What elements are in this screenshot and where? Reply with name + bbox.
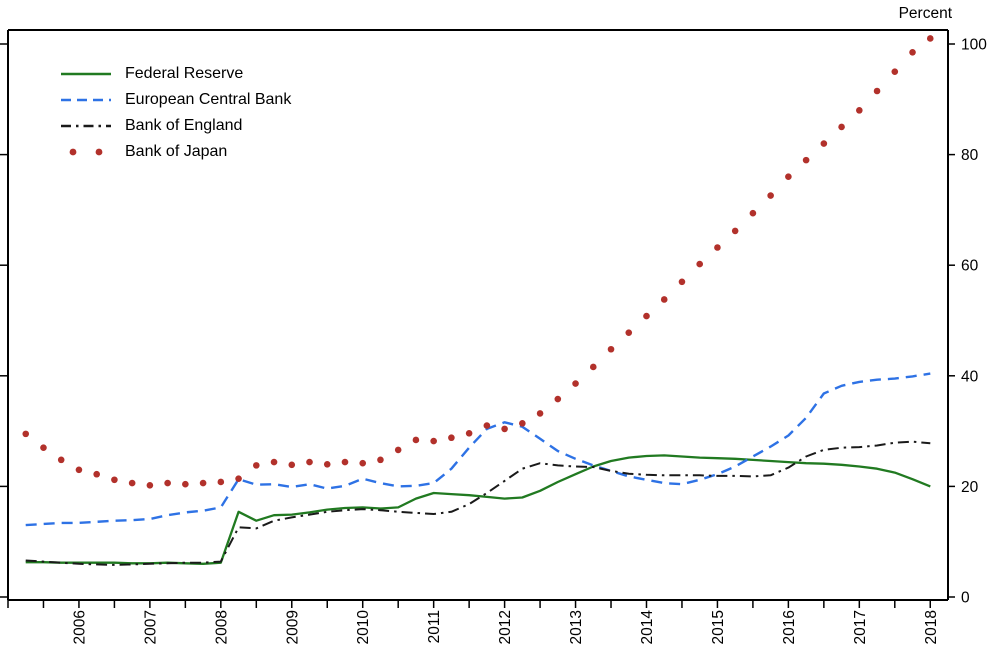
bank-of-japan-dots-icon bbox=[69, 148, 103, 156]
svg-text:20: 20 bbox=[961, 479, 979, 496]
european-central-bank-dashed-line-icon bbox=[61, 98, 111, 102]
svg-text:2016: 2016 bbox=[781, 610, 798, 644]
svg-text:2008: 2008 bbox=[213, 610, 230, 644]
svg-text:2013: 2013 bbox=[568, 610, 585, 644]
svg-text:2014: 2014 bbox=[639, 610, 656, 645]
svg-text:2006: 2006 bbox=[71, 610, 88, 644]
federal-reserve-solid-line-icon bbox=[61, 72, 111, 76]
bank-of-england-dashdot-line-icon bbox=[61, 124, 111, 128]
legend-item-bank-of-england: Bank of England bbox=[60, 118, 291, 134]
svg-text:80: 80 bbox=[961, 147, 979, 164]
svg-text:2009: 2009 bbox=[284, 610, 301, 644]
svg-text:2010: 2010 bbox=[355, 610, 372, 645]
svg-text:2017: 2017 bbox=[852, 610, 869, 644]
svg-text:2007: 2007 bbox=[142, 610, 159, 644]
svg-text:100: 100 bbox=[961, 37, 987, 54]
legend-item-bank-of-japan: Bank of Japan bbox=[60, 144, 291, 160]
svg-text:2011: 2011 bbox=[426, 610, 443, 643]
svg-text:0: 0 bbox=[961, 590, 970, 607]
legend: Federal Reserve European Central Bank Ba… bbox=[60, 66, 291, 160]
legend-label-bank-of-england: Bank of England bbox=[125, 117, 243, 134]
legend-label-federal-reserve: Federal Reserve bbox=[125, 65, 244, 82]
svg-text:2012: 2012 bbox=[497, 610, 514, 644]
svg-text:40: 40 bbox=[961, 368, 979, 385]
legend-item-federal-reserve: Federal Reserve bbox=[60, 66, 291, 82]
legend-label-bank-of-japan: Bank of Japan bbox=[125, 143, 228, 160]
legend-item-european-central-bank: European Central Bank bbox=[60, 92, 291, 108]
y-axis-unit-label: Percent bbox=[898, 5, 952, 22]
svg-text:60: 60 bbox=[961, 258, 979, 275]
svg-text:2018: 2018 bbox=[923, 610, 940, 644]
legend-label-european-central-bank: European Central Bank bbox=[125, 91, 292, 108]
svg-text:2015: 2015 bbox=[710, 610, 727, 644]
